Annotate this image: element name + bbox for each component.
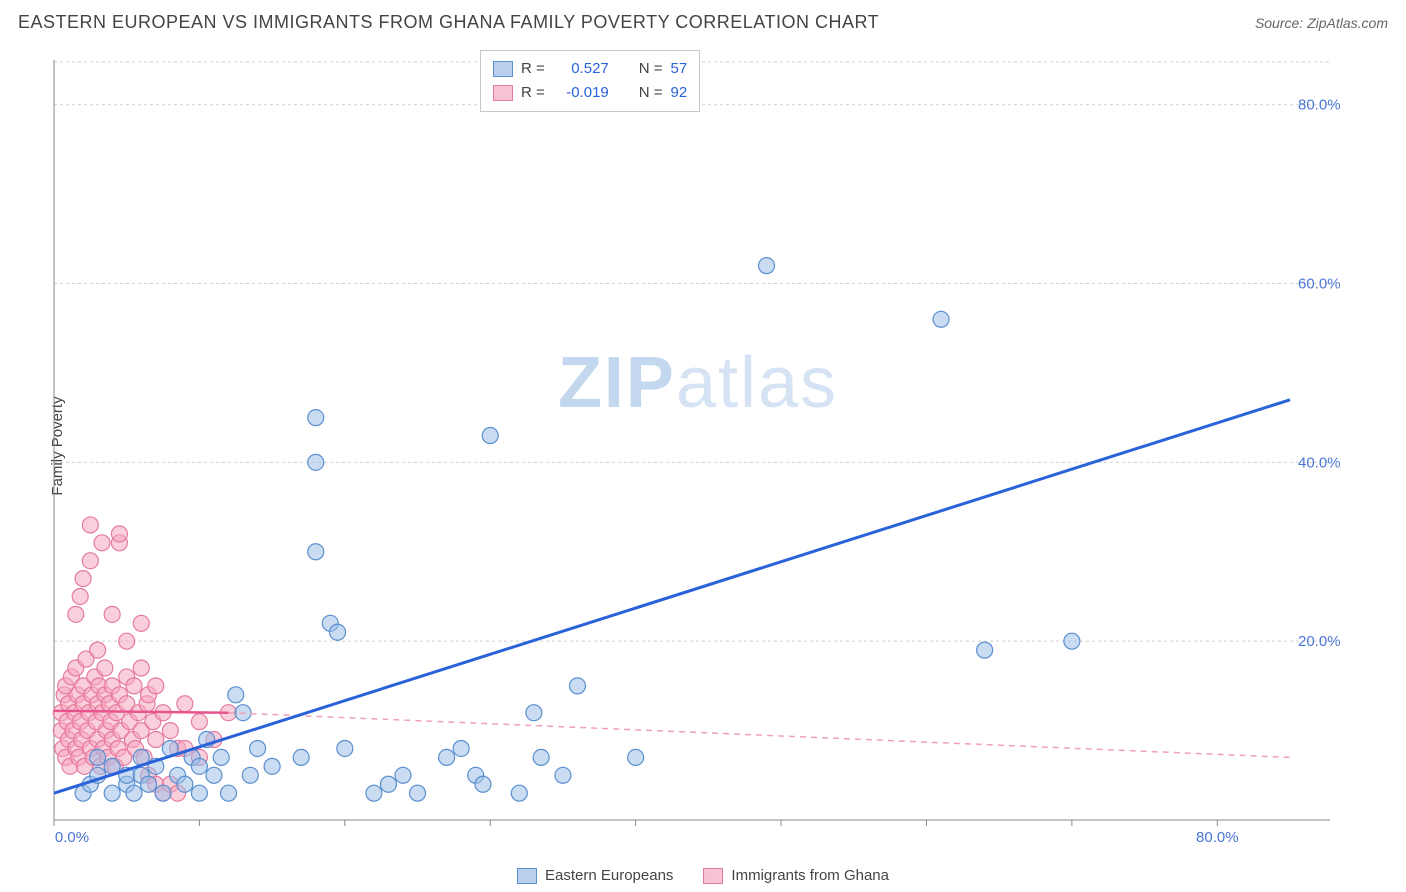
legend-swatch <box>703 868 723 884</box>
y-tick-label: 40.0% <box>1298 454 1341 471</box>
chart-area: ZIPatlas 20.0%40.0%60.0%80.0%0.0%80.0% R… <box>50 50 1346 842</box>
x-start-label: 0.0% <box>55 829 89 842</box>
legend-stat-row: R = 0.527 N = 57 <box>493 57 687 81</box>
legend-swatch <box>517 868 537 884</box>
n-label: N = <box>639 81 663 105</box>
r-label: R = <box>521 57 545 81</box>
scatter-plot: 20.0% 40.0% 60.0% 80.0% 0.0% 80.0% <box>50 50 1346 842</box>
legend-swatch <box>493 61 513 77</box>
series-legend: Eastern Europeans Immigrants from Ghana <box>517 867 889 884</box>
legend-swatch <box>493 85 513 101</box>
chart-title: EASTERN EUROPEAN VS IMMIGRANTS FROM GHAN… <box>18 12 879 33</box>
chart-source: Source: ZipAtlas.com <box>1255 15 1388 31</box>
r-value: 0.527 <box>553 57 609 81</box>
legend-series-label: Eastern Europeans <box>545 867 673 884</box>
correlation-legend: R = 0.527 N = 57 R = -0.019 N = 92 <box>480 50 700 112</box>
n-label: N = <box>639 57 663 81</box>
y-tick-label: 20.0% <box>1298 633 1341 650</box>
x-end-label: 80.0% <box>1196 829 1239 842</box>
legend-series-item: Eastern Europeans <box>517 867 673 884</box>
chart-header: EASTERN EUROPEAN VS IMMIGRANTS FROM GHAN… <box>18 12 1388 33</box>
y-tick-label: 60.0% <box>1298 276 1341 293</box>
legend-series-label: Immigrants from Ghana <box>731 867 889 884</box>
legend-series-item: Immigrants from Ghana <box>703 867 889 884</box>
r-value: -0.019 <box>553 81 609 105</box>
n-value: 57 <box>671 57 688 81</box>
legend-stat-row: R = -0.019 N = 92 <box>493 81 687 105</box>
n-value: 92 <box>671 81 688 105</box>
r-label: R = <box>521 81 545 105</box>
y-tick-label: 80.0% <box>1298 97 1341 114</box>
